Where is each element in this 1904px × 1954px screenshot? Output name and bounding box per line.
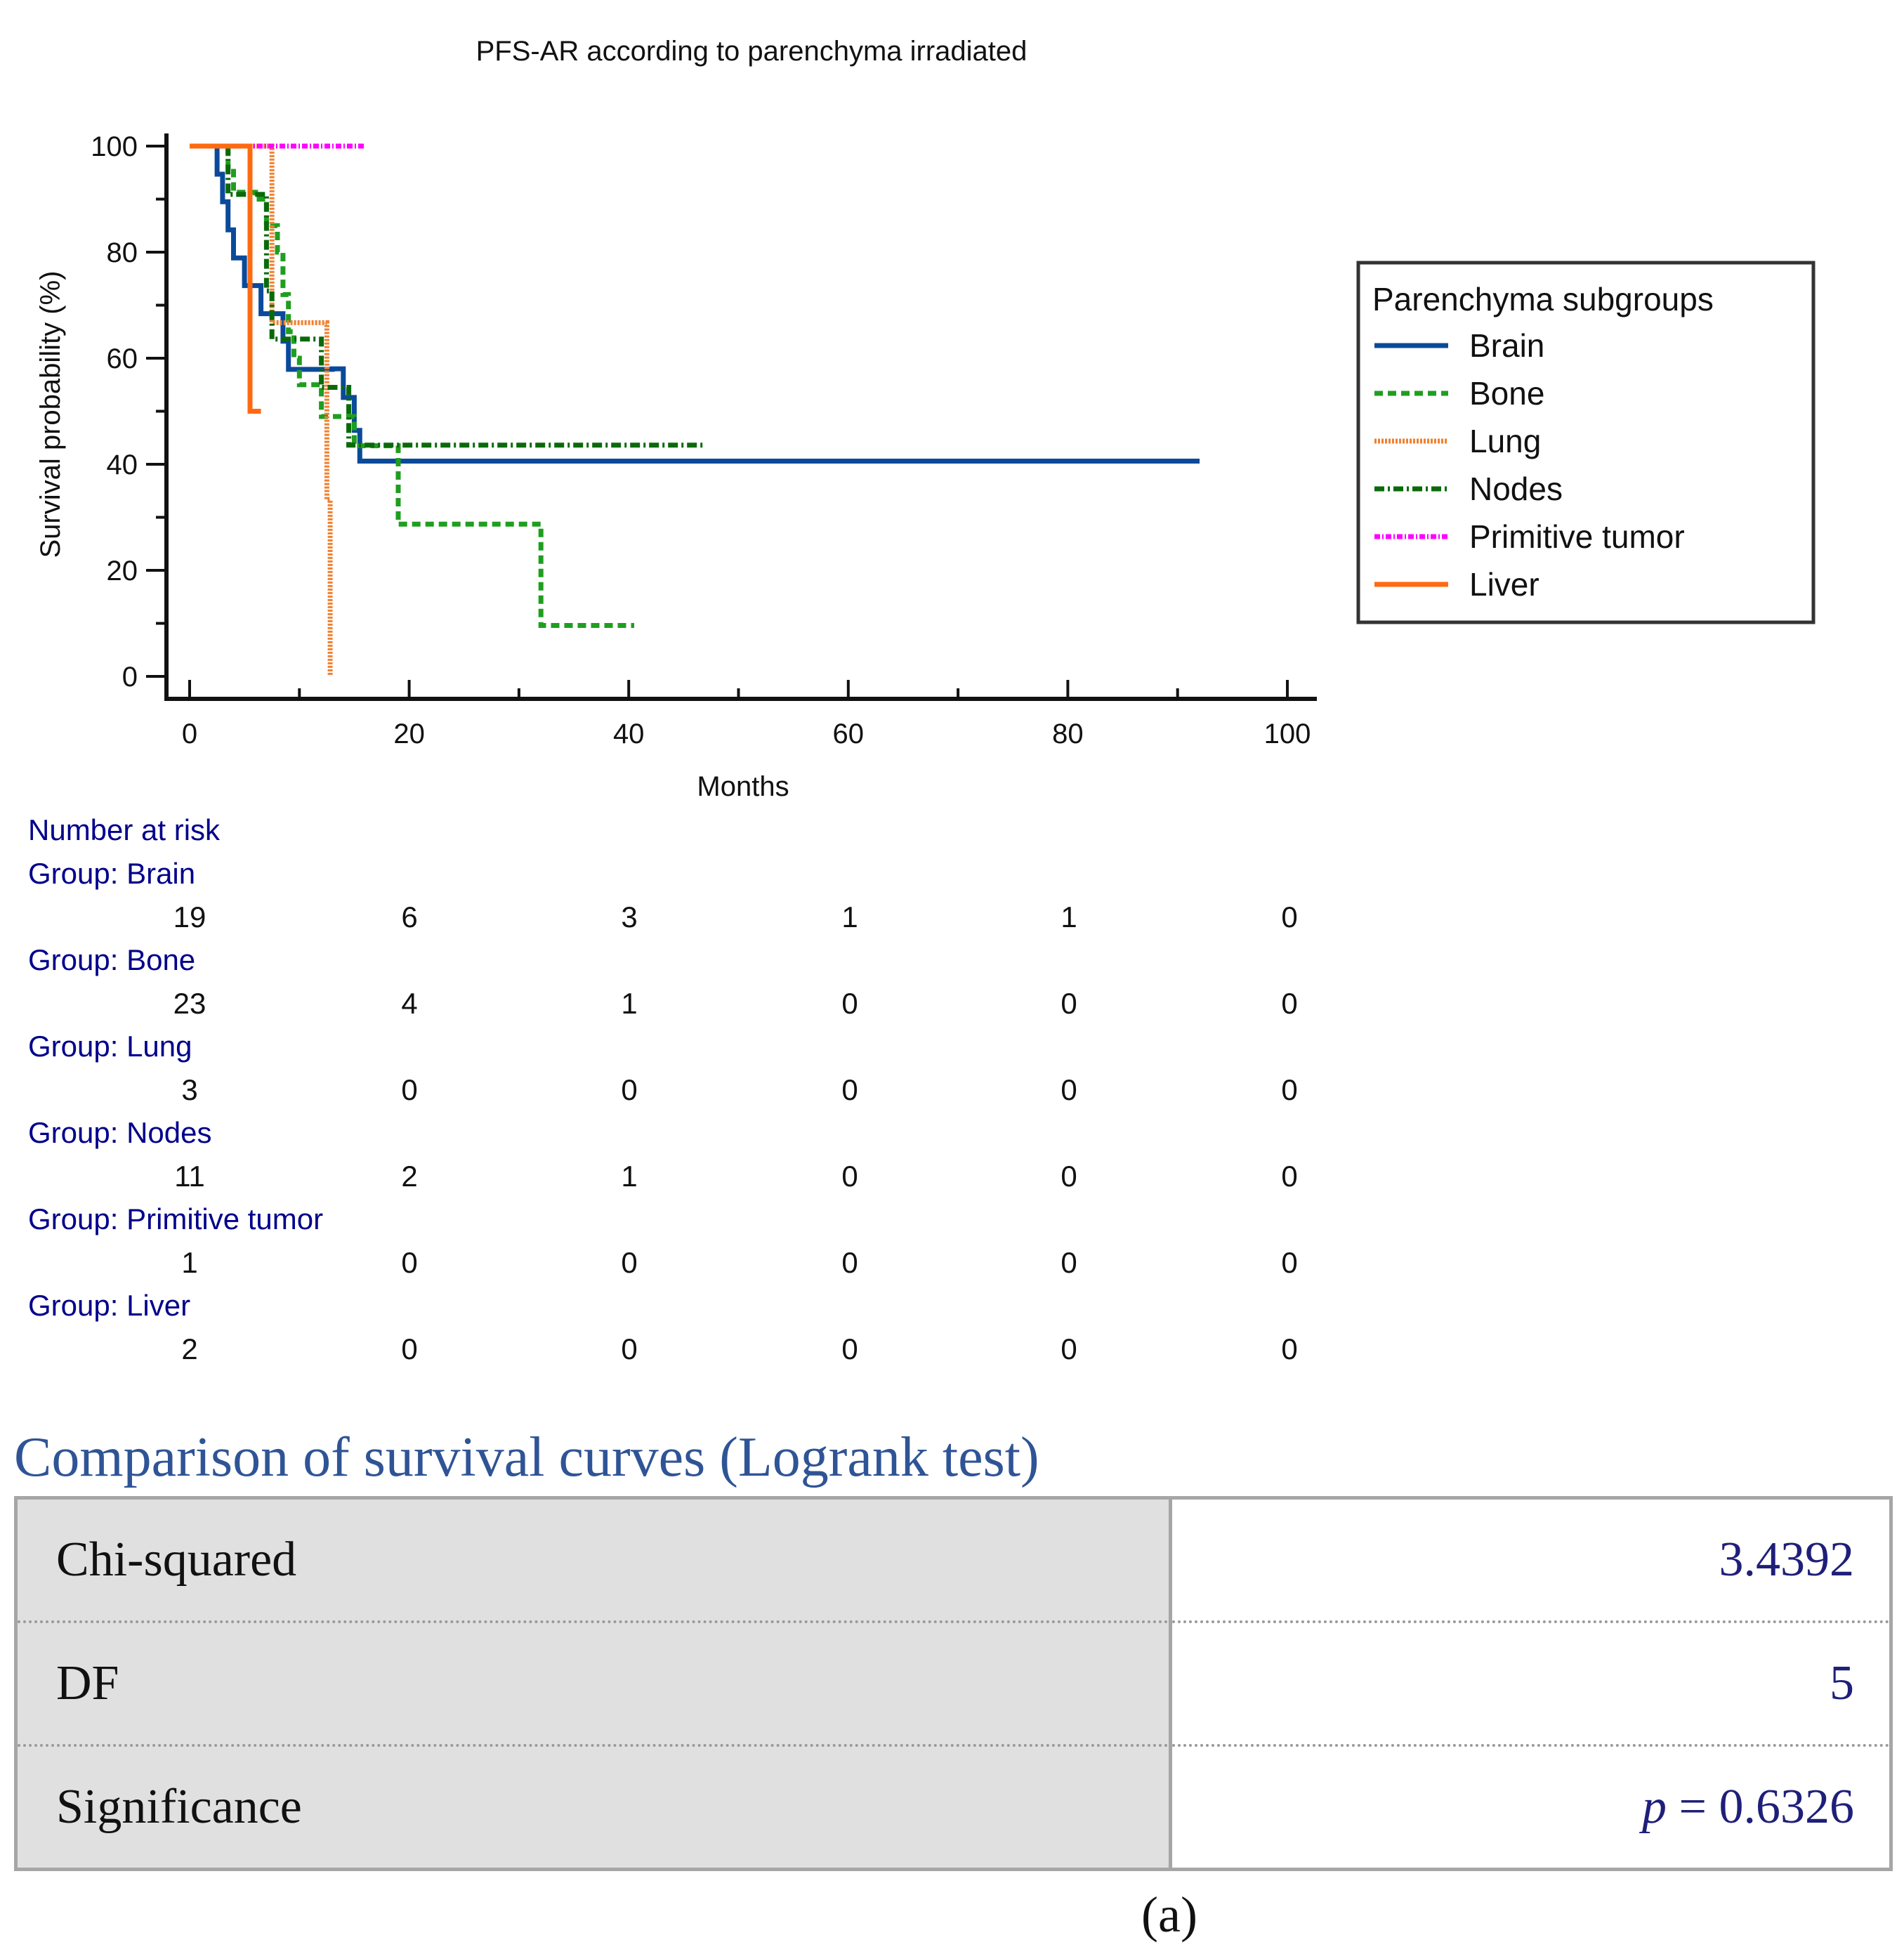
risk-count: 11 xyxy=(174,1160,205,1193)
risk-count: 0 xyxy=(1281,1332,1298,1365)
panel-label: (a) xyxy=(1141,1887,1197,1943)
risk-count: 0 xyxy=(1281,1073,1298,1106)
y-tick-label: 80 xyxy=(107,237,138,268)
risk-count: 0 xyxy=(1281,900,1298,933)
x-tick-label: 40 xyxy=(613,719,645,749)
risk-count: 0 xyxy=(1061,1160,1077,1193)
risk-count: 0 xyxy=(1061,1246,1077,1279)
risk-count: 0 xyxy=(401,1246,418,1279)
legend-label: Primitive tumor xyxy=(1469,518,1685,555)
chi-squared-label: Chi-squared xyxy=(15,1497,1172,1623)
legend-label: Brain xyxy=(1469,327,1544,364)
risk-count: 0 xyxy=(1061,987,1077,1020)
risk-count: 1 xyxy=(841,900,858,933)
risk-table-title: Number at risk xyxy=(28,813,221,846)
logrank-title: Comparison of survival curves (Logrank t… xyxy=(14,1427,1039,1488)
y-tick-label: 40 xyxy=(107,450,138,480)
risk-count: 0 xyxy=(621,1073,638,1106)
risk-group-label: Group: Liver xyxy=(28,1289,191,1322)
df-value: 5 xyxy=(1170,1622,1891,1747)
df-label: DF xyxy=(15,1622,1172,1747)
risk-group-label: Group: Nodes xyxy=(28,1116,212,1149)
risk-count: 0 xyxy=(841,1246,858,1279)
risk-count: 23 xyxy=(173,987,206,1020)
x-axis-label: Months xyxy=(697,771,789,801)
legend-title: Parenchyma subgroups xyxy=(1372,281,1714,317)
risk-count: 0 xyxy=(1061,1073,1077,1106)
risk-count: 1 xyxy=(181,1246,198,1279)
series-brain xyxy=(190,143,1200,464)
significance-value: p = 0.6326 xyxy=(1171,1745,1891,1870)
risk-group-label: Group: Brain xyxy=(28,857,196,890)
series-liver xyxy=(190,143,261,414)
risk-count: 0 xyxy=(841,1073,858,1106)
risk-count: 3 xyxy=(181,1073,198,1106)
risk-count: 0 xyxy=(1061,1332,1077,1365)
risk-count: 0 xyxy=(841,1160,858,1193)
survival-curves xyxy=(190,143,1200,676)
legend-label: Lung xyxy=(1469,423,1541,459)
table-row: DF 5 xyxy=(15,1622,1891,1747)
p-value: = 0.6326 xyxy=(1667,1780,1854,1834)
series-bone xyxy=(190,143,634,628)
risk-group-label: Group: Bone xyxy=(28,943,196,976)
legend: Parenchyma subgroups Brain Bone Lung Nodes P… xyxy=(1356,261,1816,624)
x-tick-label: 100 xyxy=(1264,719,1311,749)
risk-count: 3 xyxy=(621,900,638,933)
risk-count: 6 xyxy=(401,900,418,933)
axes: 0 20 40 60 80 100 0 20 40 60 80 100 xyxy=(91,131,1317,749)
risk-count: 0 xyxy=(1281,1160,1298,1193)
risk-count: 19 xyxy=(173,900,206,933)
p-symbol: p xyxy=(1642,1780,1667,1834)
risk-count: 0 xyxy=(401,1073,418,1106)
y-tick-label: 60 xyxy=(107,343,138,374)
risk-count: 0 xyxy=(1281,987,1298,1020)
risk-count: 1 xyxy=(621,1160,638,1193)
x-tick-label: 0 xyxy=(182,719,197,749)
legend-label: Bone xyxy=(1469,375,1544,412)
legend-label: Liver xyxy=(1469,566,1539,603)
chart-title: PFS-AR according to parenchyma irradiate… xyxy=(476,36,1027,67)
risk-count: 0 xyxy=(841,1332,858,1365)
risk-count: 0 xyxy=(1281,1246,1298,1279)
risk-count: 2 xyxy=(401,1160,418,1193)
y-axis-label: Survival probability (%) xyxy=(35,270,66,558)
risk-group-label: Group: Primitive tumor xyxy=(28,1202,324,1235)
risk-count: 0 xyxy=(401,1332,418,1365)
table-row: Significance p = 0.6326 xyxy=(15,1745,1891,1870)
series-nodes xyxy=(190,143,706,448)
y-tick-label: 20 xyxy=(107,556,138,586)
risk-count: 1 xyxy=(1061,900,1077,933)
x-tick-label: 80 xyxy=(1052,719,1084,749)
legend-label: Nodes xyxy=(1469,471,1563,507)
y-tick-label: 0 xyxy=(122,662,138,693)
x-tick-label: 20 xyxy=(393,719,425,749)
x-tick-label: 60 xyxy=(833,719,865,749)
risk-count: 2 xyxy=(181,1332,198,1365)
risk-count: 0 xyxy=(621,1246,638,1279)
risk-count: 0 xyxy=(841,987,858,1020)
logrank-table: Chi-squared 3.4392 DF 5 Significance p =… xyxy=(14,1496,1893,1871)
risk-count: 0 xyxy=(621,1332,638,1365)
significance-label: Significance xyxy=(15,1745,1172,1870)
y-tick-label: 100 xyxy=(91,131,138,162)
table-row: Chi-squared 3.4392 xyxy=(15,1497,1891,1623)
survival-chart: PFS-AR according to parenchyma irradiate… xyxy=(35,36,1816,801)
chi-squared-value: 3.4392 xyxy=(1170,1497,1891,1623)
risk-group-label: Group: Lung xyxy=(28,1030,192,1063)
risk-count: 1 xyxy=(621,987,638,1020)
risk-count: 4 xyxy=(401,987,418,1020)
